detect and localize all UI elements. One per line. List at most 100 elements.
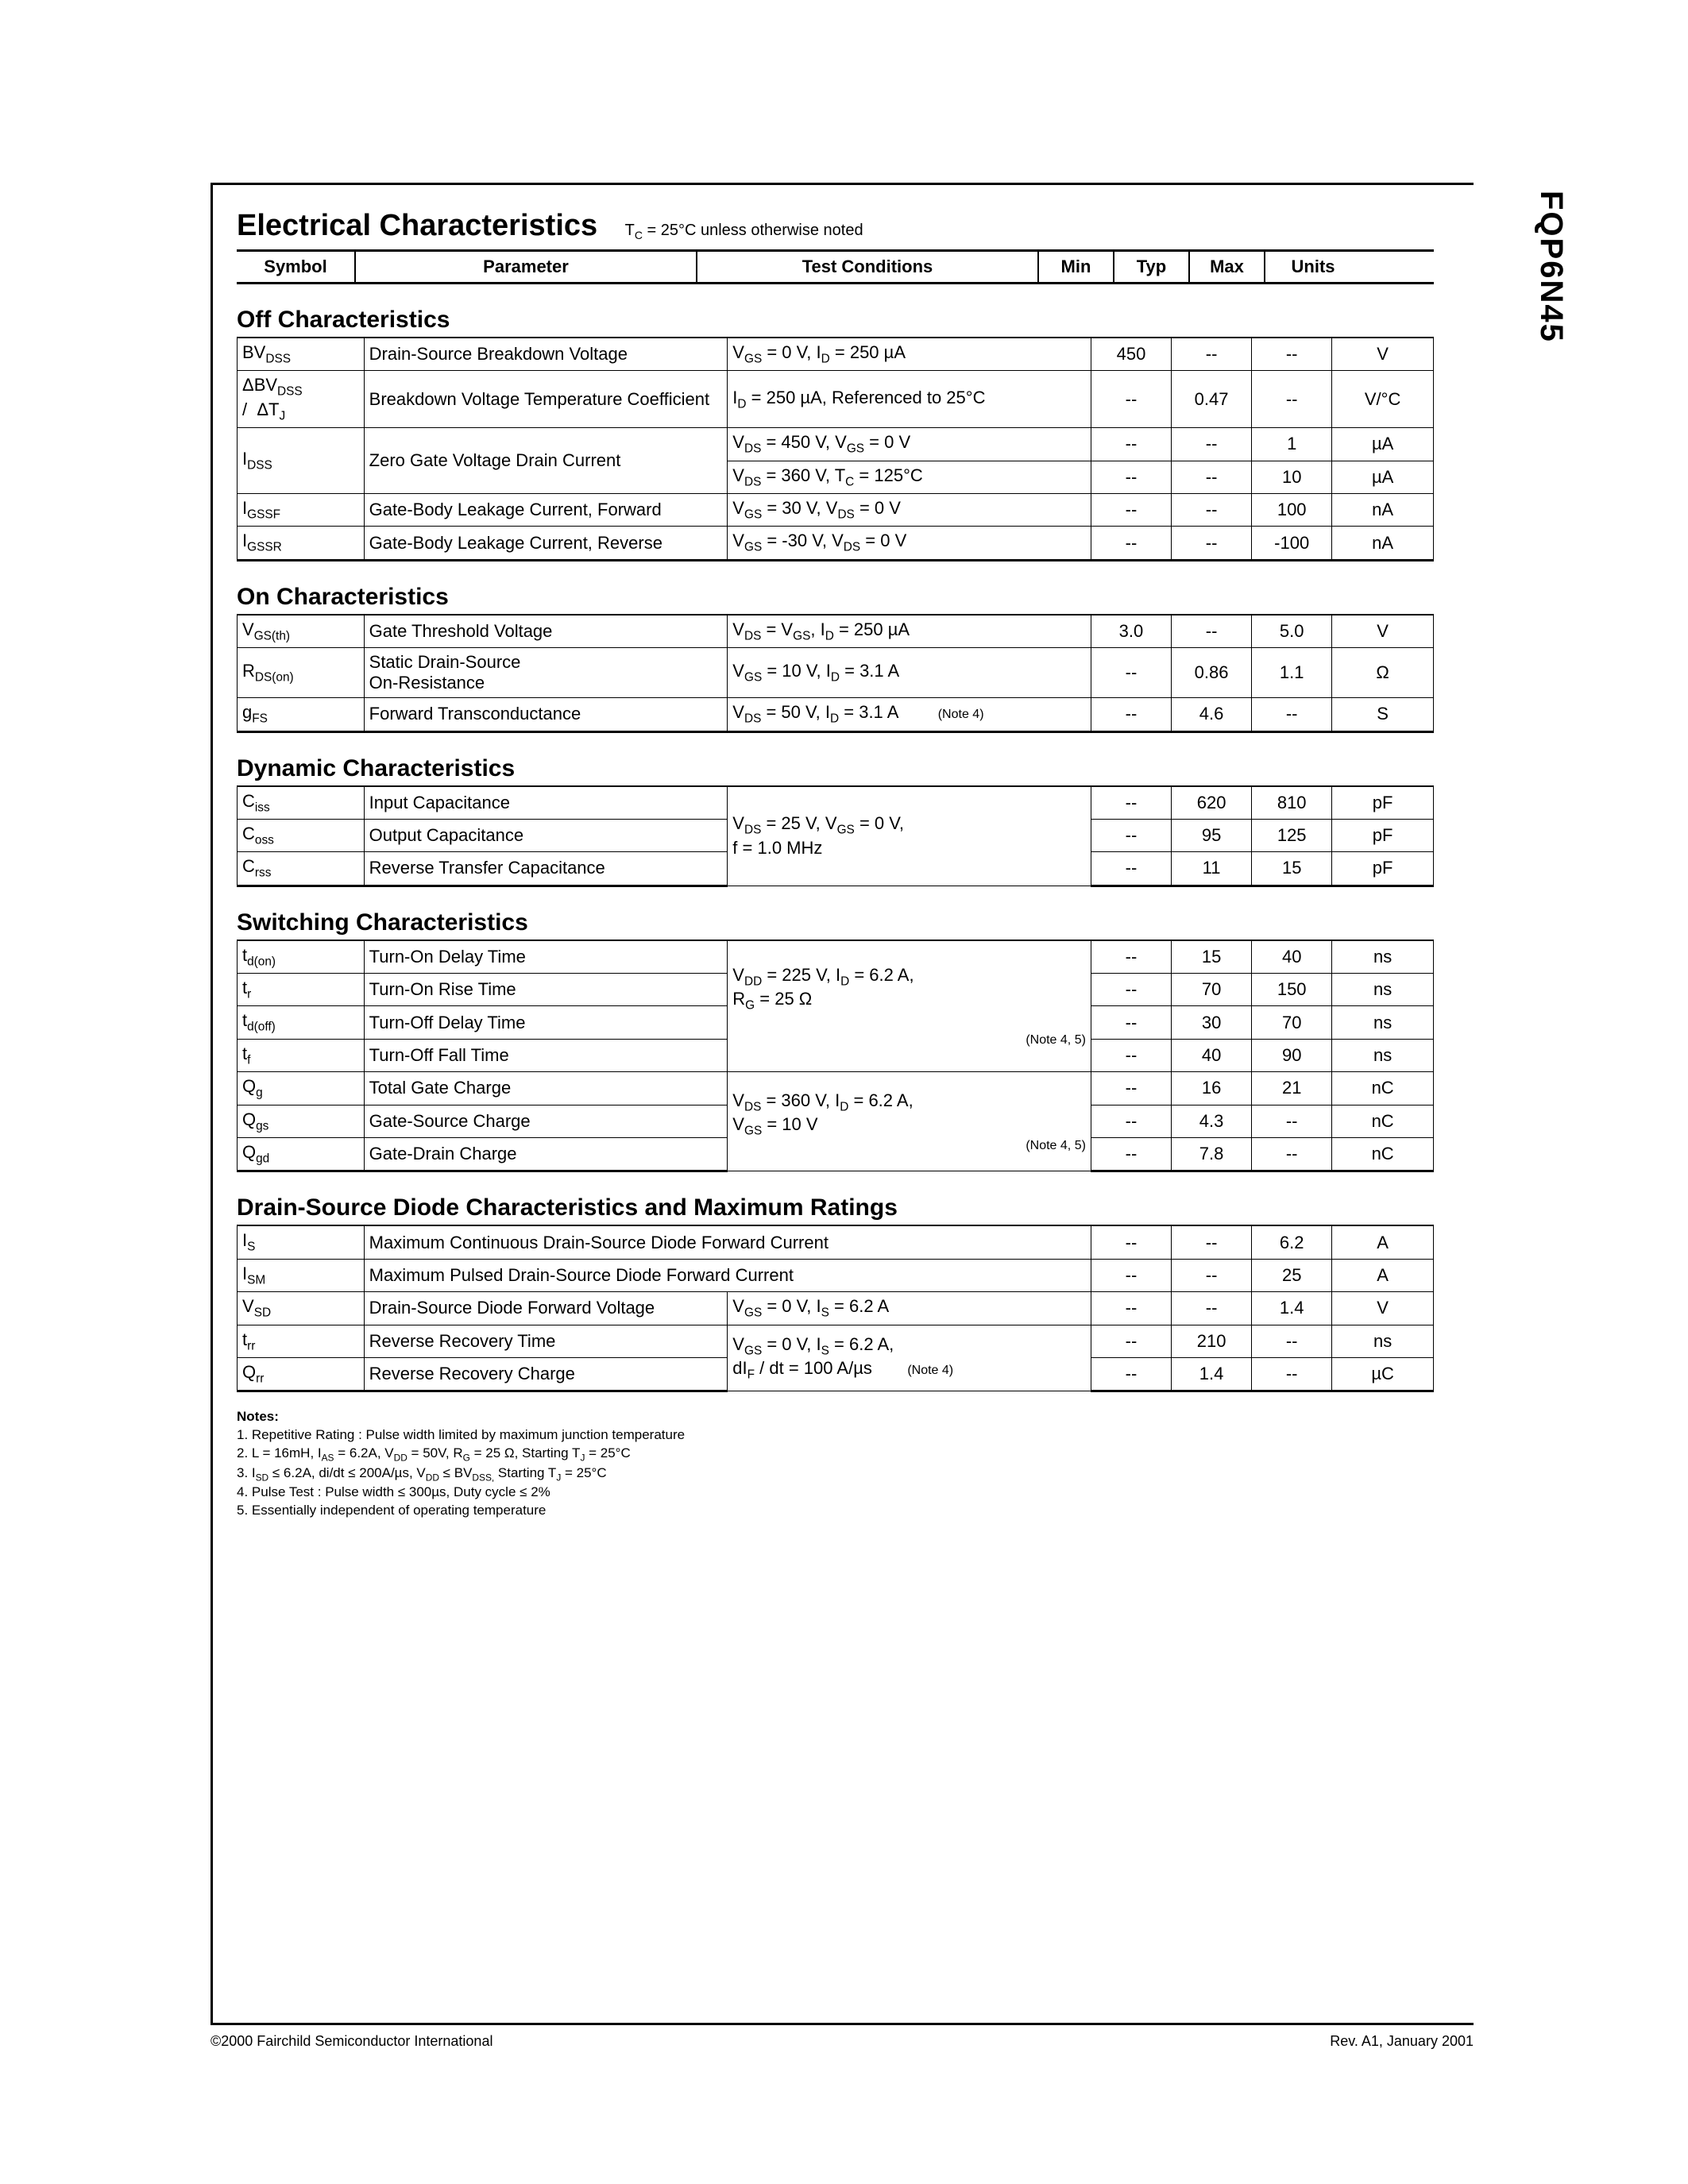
cell-parameter: Breakdown Voltage Temperature Coefficien…	[364, 371, 728, 428]
cell-conditions: VDS = VGS, ID = 250 µA	[728, 615, 1091, 648]
cell-symbol: BVDSS	[238, 338, 365, 371]
cell-symbol: VGS(th)	[238, 615, 365, 648]
cell-parameter: Turn-Off Delay Time	[364, 1006, 728, 1039]
cell-parameter: Reverse Recovery Time	[364, 1325, 728, 1357]
cell-symbol: tr	[238, 974, 365, 1006]
cell-parameter: Reverse Recovery Charge	[364, 1357, 728, 1391]
cell-max: 150	[1252, 974, 1332, 1006]
table-row: ISMaximum Continuous Drain-Source Diode …	[238, 1225, 1434, 1259]
cell-typ: 0.86	[1172, 648, 1252, 698]
cell-symbol: IDSS	[238, 428, 365, 494]
cell-typ: --	[1172, 493, 1252, 526]
cell-units: A	[1332, 1259, 1434, 1291]
cell-typ: 11	[1172, 852, 1252, 886]
note-line: 3. ISD ≤ 6.2A, di/dt ≤ 200A/µs, VDD ≤ BV…	[237, 1464, 1434, 1484]
table-row: VGS(th)Gate Threshold VoltageVDS = VGS, …	[238, 615, 1434, 648]
cell-parameter: Forward Transconductance	[364, 698, 728, 731]
cell-min: --	[1091, 1259, 1171, 1291]
cell-parameter: Zero Gate Voltage Drain Current	[364, 428, 728, 494]
cell-max: --	[1252, 698, 1332, 731]
cell-min: --	[1091, 974, 1171, 1006]
table-row: trrReverse Recovery TimeVGS = 0 V, IS = …	[238, 1325, 1434, 1357]
cell-symbol: trr	[238, 1325, 365, 1357]
section-title-on: On Characteristics	[237, 584, 1434, 611]
cell-conditions: VDS = 450 V, VGS = 0 V	[728, 428, 1091, 461]
cell-min: --	[1091, 461, 1171, 493]
cell-typ: --	[1172, 338, 1252, 371]
cell-parameter: Total Gate Charge	[364, 1072, 728, 1105]
cell-parameter: Static Drain-SourceOn-Resistance	[364, 648, 728, 698]
cell-units: A	[1332, 1225, 1434, 1259]
cell-min: --	[1091, 1325, 1171, 1357]
cell-parameter: Input Capacitance	[364, 786, 728, 820]
cell-typ: 620	[1172, 786, 1252, 820]
cell-max: 6.2	[1252, 1225, 1332, 1259]
notes-block: Notes: 1. Repetitive Rating : Pulse widt…	[237, 1408, 1434, 1520]
note-line: 4. Pulse Test : Pulse width ≤ 300µs, Dut…	[237, 1484, 1434, 1502]
cell-typ: --	[1172, 1259, 1252, 1291]
cell-parameter: Drain-Source Breakdown Voltage	[364, 338, 728, 371]
notes-title: Notes:	[237, 1408, 1434, 1426]
note-line: 1. Repetitive Rating : Pulse width limit…	[237, 1426, 1434, 1445]
cell-parameter: Turn-On Delay Time	[364, 940, 728, 974]
section-title-off: Off Characteristics	[237, 307, 1434, 334]
cell-units: nC	[1332, 1138, 1434, 1171]
cell-typ: 4.6	[1172, 698, 1252, 731]
cell-parameter: Gate-Body Leakage Current, Reverse	[364, 527, 728, 560]
header-symbol: Symbol	[237, 252, 356, 282]
cell-typ: 30	[1172, 1006, 1252, 1039]
cell-typ: 1.4	[1172, 1357, 1252, 1391]
table-row: RDS(on)Static Drain-SourceOn-ResistanceV…	[238, 648, 1434, 698]
cell-max: 25	[1252, 1259, 1332, 1291]
table-row: BVDSSDrain-Source Breakdown VoltageVGS =…	[238, 338, 1434, 371]
part-number-side-label: FQP6N45	[1533, 191, 1569, 343]
cell-max: --	[1252, 1357, 1332, 1391]
cell-max: --	[1252, 1325, 1332, 1357]
spec-table-diode: ISMaximum Continuous Drain-Source Diode …	[237, 1225, 1434, 1392]
table-row: IGSSFGate-Body Leakage Current, ForwardV…	[238, 493, 1434, 526]
spec-table-off: BVDSSDrain-Source Breakdown VoltageVGS =…	[237, 337, 1434, 561]
cell-max: --	[1252, 1138, 1332, 1171]
cell-symbol: td(off)	[238, 1006, 365, 1039]
cell-conditions: VDS = 25 V, VGS = 0 V,f = 1.0 MHz	[728, 786, 1091, 886]
cell-max: 5.0	[1252, 615, 1332, 648]
cell-typ: 70	[1172, 974, 1252, 1006]
cell-units: Ω	[1332, 648, 1434, 698]
title-row: Electrical Characteristics TC = 25°C unl…	[237, 209, 1434, 243]
table-row: gFSForward TransconductanceVDS = 50 V, I…	[238, 698, 1434, 731]
cell-units: pF	[1332, 852, 1434, 886]
table-row: CissInput CapacitanceVDS = 25 V, VGS = 0…	[238, 786, 1434, 820]
cell-min: --	[1091, 428, 1171, 461]
cell-symbol: ISM	[238, 1259, 365, 1291]
cell-min: --	[1091, 819, 1171, 851]
cell-conditions: VDD = 225 V, ID = 6.2 A,RG = 25 Ω(Note 4…	[728, 940, 1091, 1072]
cell-min: --	[1091, 786, 1171, 820]
cell-symbol: Qgs	[238, 1105, 365, 1137]
cell-symbol: Qrr	[238, 1357, 365, 1391]
cell-symbol: Qgd	[238, 1138, 365, 1171]
cell-symbol: IS	[238, 1225, 365, 1259]
header-min: Min	[1039, 252, 1114, 282]
cell-units: nA	[1332, 527, 1434, 560]
cell-conditions: VGS = -30 V, VDS = 0 V	[728, 527, 1091, 560]
cell-min: --	[1091, 1292, 1171, 1325]
cell-units: ns	[1332, 974, 1434, 1006]
cell-min: --	[1091, 1105, 1171, 1137]
cell-max: 1	[1252, 428, 1332, 461]
cell-parameter: Maximum Pulsed Drain-Source Diode Forwar…	[364, 1259, 1091, 1291]
cell-symbol: Ciss	[238, 786, 365, 820]
footer-left: ©2000 Fairchild Semiconductor Internatio…	[211, 2033, 492, 2050]
spec-table-sw: td(on)Turn-On Delay TimeVDD = 225 V, ID …	[237, 940, 1434, 1173]
cell-typ: 210	[1172, 1325, 1252, 1357]
cell-conditions: VGS = 0 V, ID = 250 µA	[728, 338, 1091, 371]
cell-parameter: Turn-Off Fall Time	[364, 1039, 728, 1071]
section-title-sw: Switching Characteristics	[237, 909, 1434, 936]
cell-symbol: gFS	[238, 698, 365, 731]
cell-units: nA	[1332, 493, 1434, 526]
cell-min: --	[1091, 940, 1171, 974]
footer-right: Rev. A1, January 2001	[1330, 2033, 1474, 2050]
cell-max: 21	[1252, 1072, 1332, 1105]
cell-parameter: Reverse Transfer Capacitance	[364, 852, 728, 886]
cell-units: µA	[1332, 428, 1434, 461]
header-typ: Typ	[1114, 252, 1190, 282]
